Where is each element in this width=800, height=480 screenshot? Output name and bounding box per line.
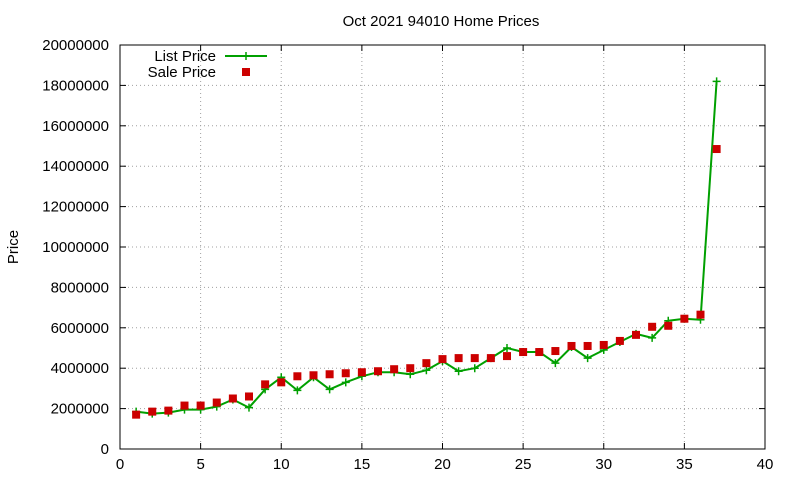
y-tick-label: 16000000 <box>42 118 109 135</box>
sale-price-point <box>438 355 447 364</box>
list-price-point <box>293 386 302 395</box>
list-price-point <box>245 403 253 412</box>
series-layer <box>132 77 721 419</box>
list-price-point <box>325 385 334 394</box>
sale-price-point <box>374 367 382 376</box>
sale-price-point <box>180 401 189 410</box>
y-axis-tick-labels: 0 2000000 4000000 6000000 8000000 10000000 120… <box>42 37 109 458</box>
y-tick-label: 12000000 <box>42 199 109 216</box>
y-tick-label: 18000000 <box>42 77 109 94</box>
y-tick-label: 20000000 <box>42 37 109 54</box>
y-tick-label: 8000000 <box>51 279 109 296</box>
legend-label-sale-price: Sale Price <box>148 64 216 81</box>
x-tick-label: 10 <box>273 456 290 473</box>
list-price-point <box>503 344 511 352</box>
x-tick-label: 35 <box>676 456 693 473</box>
x-tick-label: 30 <box>595 456 612 473</box>
x-tick-label: 40 <box>757 456 774 473</box>
sale-price-point <box>712 145 721 154</box>
list-price-point <box>454 367 463 376</box>
y-tick-label: 0 <box>101 441 109 458</box>
sale-price-point <box>567 341 576 350</box>
list-price-point <box>712 77 721 86</box>
sale-price-point <box>470 354 479 363</box>
sale-price-point <box>648 322 657 331</box>
sale-price-point <box>164 406 173 415</box>
list-price-point <box>470 364 479 373</box>
y-tick-label: 14000000 <box>42 158 109 175</box>
sale-price-point <box>422 359 431 368</box>
sale-price-point <box>503 352 511 361</box>
sale-price-point <box>454 354 463 363</box>
list-price-point <box>341 378 350 387</box>
x-tick-label: 15 <box>354 456 371 473</box>
sale-price-point <box>599 340 608 349</box>
y-tick-label: 4000000 <box>51 360 109 377</box>
sale-price-point <box>341 369 350 378</box>
sale-price-point <box>390 365 399 374</box>
x-axis-tick-labels: 0 5 10 15 20 25 30 35 40 <box>116 456 774 473</box>
sale-price-point <box>245 392 253 401</box>
x-tick-label: 25 <box>515 456 532 473</box>
sale-price-point <box>148 407 157 416</box>
sale-price-point <box>535 348 544 357</box>
y-tick-label: 10000000 <box>42 239 109 256</box>
y-axis-label: Price <box>5 230 22 264</box>
legend: List Price Sale Price <box>148 48 267 81</box>
sale-price-point <box>261 380 270 389</box>
sale-price-point <box>615 336 624 345</box>
list-price-point <box>422 366 431 375</box>
list-price-point <box>648 333 657 342</box>
sale-price-point <box>309 371 318 380</box>
sale-price-point <box>212 398 221 407</box>
sale-price-point <box>293 372 302 381</box>
sale-price-point <box>406 364 415 373</box>
chart-title: Oct 2021 94010 Home Prices <box>343 13 540 30</box>
sale-price-point <box>583 341 592 350</box>
x-tick-label: 20 <box>434 456 451 473</box>
sale-price-point <box>632 330 640 339</box>
list-price-point <box>583 354 592 363</box>
legend-plus-glyph <box>242 52 250 60</box>
y-tick-label: 2000000 <box>51 401 109 418</box>
sale-price-point <box>680 314 689 323</box>
legend-marker-list-price <box>242 52 250 60</box>
sale-price-point <box>486 354 495 363</box>
sale-price-point <box>519 348 528 357</box>
sale-price-point <box>664 321 673 330</box>
list-price-point <box>551 359 560 368</box>
sale-price-point <box>132 410 141 419</box>
y-tick-label: 6000000 <box>51 320 109 337</box>
x-tick-label: 0 <box>116 456 124 473</box>
legend-marker-sale-price <box>242 68 250 76</box>
sale-price-point <box>196 401 205 410</box>
x-tick-label: 5 <box>196 456 204 473</box>
axis-ticks <box>119 44 766 450</box>
sale-price-point <box>325 370 334 379</box>
sale-price-point <box>228 394 237 403</box>
legend-label-list-price: List Price <box>154 48 216 65</box>
sale-price-point <box>277 378 286 387</box>
sale-price-point <box>551 347 560 356</box>
sale-price-point <box>357 368 366 377</box>
sale-price-point <box>696 310 705 319</box>
